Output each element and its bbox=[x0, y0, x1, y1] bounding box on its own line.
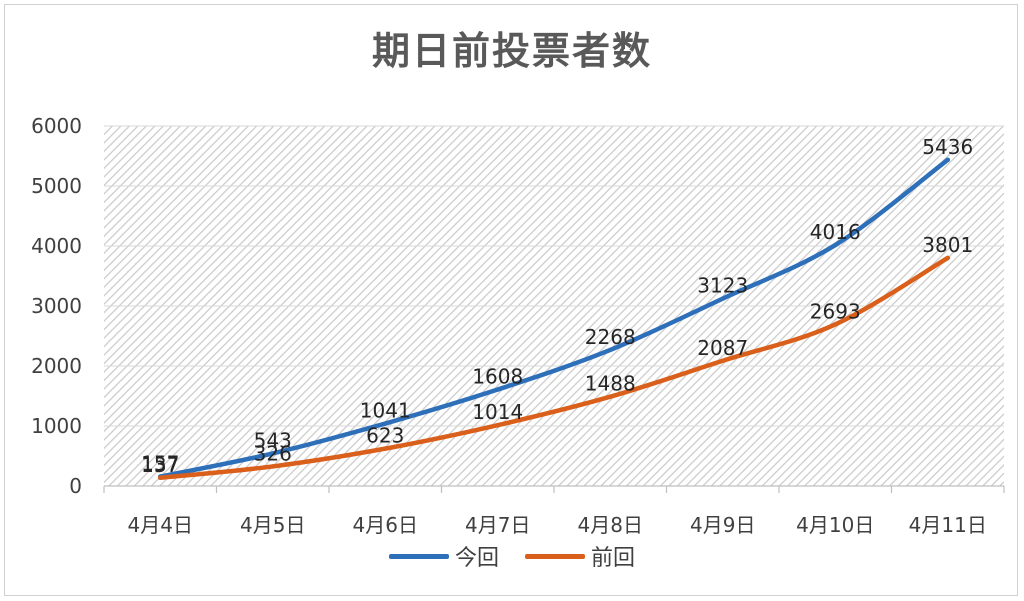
data-point bbox=[270, 464, 275, 469]
y-tick-label: 2000 bbox=[31, 354, 82, 378]
y-tick-label: 1000 bbox=[31, 414, 82, 438]
legend-item-2: 前回 bbox=[525, 540, 635, 572]
data-label: 2693 bbox=[810, 299, 861, 323]
data-label: 1014 bbox=[472, 400, 523, 424]
x-tick-label: 4月4日 bbox=[128, 513, 193, 537]
data-label: 2268 bbox=[585, 325, 636, 349]
series-lines bbox=[158, 157, 950, 481]
data-labels: 157 543 1041 1608 2268 3123 4016 5436 137 326 623 1… bbox=[141, 135, 973, 477]
x-tick-label: 4月7日 bbox=[465, 513, 530, 537]
data-point bbox=[270, 451, 275, 456]
data-point bbox=[833, 322, 838, 327]
data-point bbox=[720, 358, 725, 363]
data-label: 157 bbox=[141, 452, 179, 476]
data-label: 137 bbox=[141, 453, 179, 477]
data-label: 326 bbox=[254, 441, 292, 465]
data-point bbox=[383, 446, 388, 451]
data-point bbox=[945, 255, 950, 261]
x-tick-label: 4月10日 bbox=[796, 513, 874, 537]
data-label: 4016 bbox=[810, 220, 861, 244]
data-point bbox=[833, 242, 838, 248]
data-point bbox=[608, 347, 613, 353]
data-point bbox=[945, 157, 950, 163]
x-tick-label: 4月11日 bbox=[909, 513, 987, 537]
axes: 0 1000 2000 3000 4000 5000 6000 4月4日 4月5日 4月6日 4月7… bbox=[31, 114, 1005, 537]
data-label: 1488 bbox=[585, 372, 636, 396]
chart-title: 期日前投票者数 bbox=[371, 29, 652, 73]
data-point bbox=[608, 394, 613, 399]
x-tick-label: 4月6日 bbox=[353, 513, 418, 537]
data-point bbox=[383, 421, 388, 426]
legend-swatch bbox=[525, 553, 585, 559]
data-point bbox=[720, 296, 725, 301]
data-label: 1608 bbox=[472, 365, 523, 389]
data-label: 543 bbox=[254, 428, 292, 452]
y-tick-label: 5000 bbox=[31, 174, 82, 198]
legend-item-1: 今回 bbox=[388, 540, 499, 572]
x-tick-label: 4月8日 bbox=[578, 513, 643, 537]
series-line-1 bbox=[158, 157, 950, 479]
x-tick-label: 4月5日 bbox=[240, 513, 305, 537]
y-tick-label: 3000 bbox=[31, 294, 82, 318]
y-tick-label: 4000 bbox=[31, 234, 82, 258]
legend-label: 今回 bbox=[454, 546, 499, 571]
x-tick-label: 4月9日 bbox=[690, 513, 755, 537]
data-point bbox=[158, 475, 163, 480]
data-point bbox=[495, 387, 500, 392]
data-label: 2087 bbox=[697, 336, 748, 360]
data-label: 623 bbox=[366, 424, 404, 448]
data-label: 3123 bbox=[697, 274, 748, 298]
legend: 今回 前回 bbox=[0, 540, 1024, 572]
legend-label: 前回 bbox=[591, 546, 636, 571]
data-label: 3801 bbox=[922, 233, 973, 257]
data-label: 1041 bbox=[360, 399, 411, 423]
gridlines bbox=[104, 125, 1004, 427]
y-tick-label: 6000 bbox=[31, 114, 82, 138]
legend-swatch bbox=[388, 553, 449, 559]
data-point bbox=[495, 422, 500, 428]
data-label: 5436 bbox=[922, 135, 973, 159]
series-line-2 bbox=[158, 255, 950, 481]
y-tick-label: 0 bbox=[69, 474, 82, 498]
